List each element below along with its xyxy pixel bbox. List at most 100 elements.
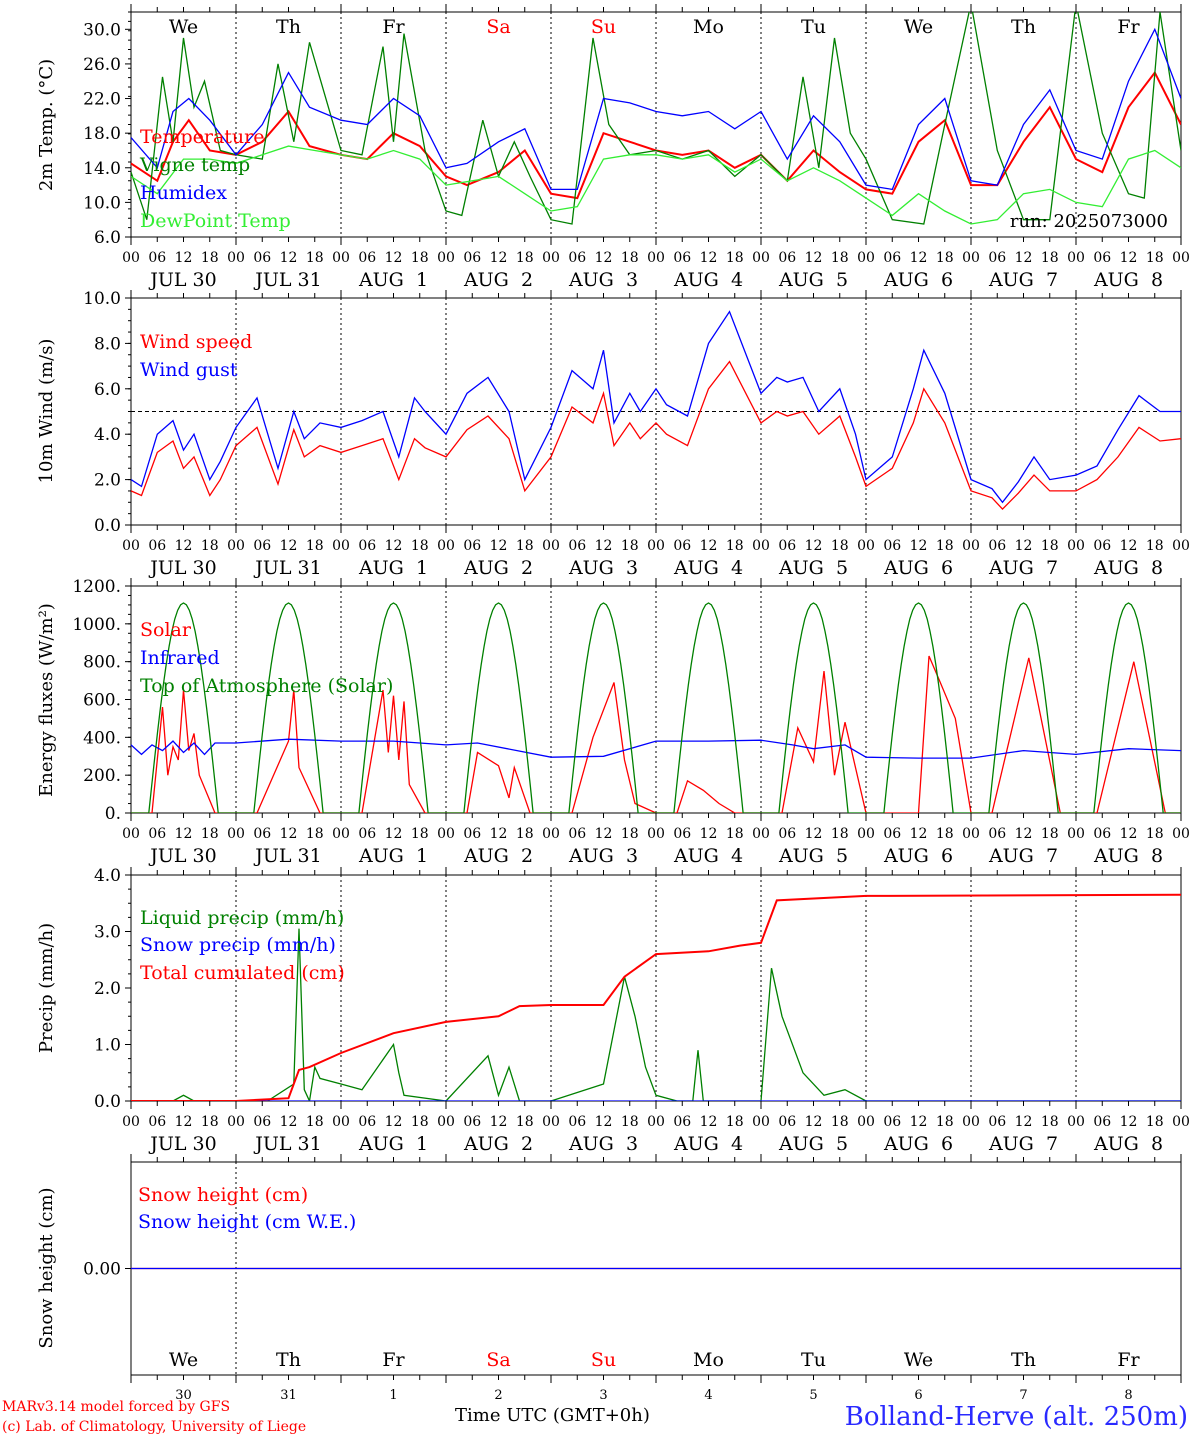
hour-tick-label: 12 [385, 826, 403, 842]
hour-tick-label: 18 [1041, 826, 1059, 842]
hour-tick-label: 18 [1041, 538, 1059, 554]
legend-entry: Wind gust [140, 359, 238, 381]
hour-tick-label: 00 [962, 826, 980, 842]
y-tick-label: 4.0 [94, 866, 121, 886]
date-label: AUG 7 [988, 845, 1058, 867]
hour-tick-label: 18 [621, 826, 639, 842]
date-label: JUL 30 [148, 269, 216, 291]
hour-tick-label: 12 [280, 250, 298, 266]
hour-tick-label: 18 [621, 1114, 639, 1130]
hour-tick-label: 00 [1067, 250, 1085, 266]
date-label: AUG 5 [778, 557, 848, 579]
hour-tick-label: 18 [1146, 1114, 1164, 1130]
y-tick-label: 0. [105, 804, 121, 824]
y-tick-label: 0.0 [94, 516, 121, 536]
hour-tick-label: 18 [306, 1114, 324, 1130]
hour-tick-label: 06 [883, 250, 901, 266]
date-label: JUL 30 [148, 845, 216, 867]
hour-tick-label: 12 [595, 250, 613, 266]
hour-tick-label: 06 [883, 826, 901, 842]
hour-tick-label: 00 [122, 1114, 140, 1130]
legend-entry: Vigne temp [139, 154, 250, 176]
hour-tick-label: 06 [253, 538, 271, 554]
hour-tick-label: 00 [227, 538, 245, 554]
legend-entry: Infrared [140, 647, 220, 669]
hour-tick-label: 00 [437, 538, 455, 554]
weekday-label-bottom: We [904, 1349, 933, 1371]
date-label: AUG 1 [358, 269, 428, 291]
weekday-label-top: Th [276, 16, 301, 38]
hour-tick-label: 18 [306, 250, 324, 266]
y-axis-title: 10m Wind (m/s) [36, 339, 57, 484]
hour-tick-label: 06 [463, 250, 481, 266]
y-tick-label: 18.0 [83, 124, 121, 144]
hour-tick-label: 18 [411, 538, 429, 554]
hour-tick-label: 18 [831, 826, 849, 842]
hour-tick-label: 06 [568, 1114, 586, 1130]
hour-tick-label: 12 [280, 538, 298, 554]
weekday-label-bottom: We [169, 1349, 198, 1371]
hour-tick-label: 00 [122, 826, 140, 842]
hour-tick-label: 00 [752, 250, 770, 266]
hour-tick-label: 00 [647, 250, 665, 266]
weekday-label-bottom: Su [591, 1349, 616, 1371]
date-label: JUL 30 [148, 1133, 216, 1155]
hour-tick-label: 12 [700, 826, 718, 842]
y-tick-label: 6.0 [94, 380, 121, 400]
series-line-vigne-temp [131, 12, 1181, 225]
hour-tick-label: 18 [201, 826, 219, 842]
series-line-solar [131, 655, 1181, 813]
weekday-label-top: Su [591, 16, 616, 38]
y-tick-label: 4.0 [94, 425, 121, 445]
panel-4 [125, 867, 1182, 1109]
legend-entry: Liquid precip (mm/h) [140, 907, 344, 929]
hour-tick-label: 12 [175, 826, 193, 842]
hour-tick-label: 00 [122, 538, 140, 554]
date-label: AUG 2 [463, 557, 533, 579]
series-line-liquid-precip-mm-h- [131, 928, 1181, 1101]
hour-tick-label: 18 [201, 250, 219, 266]
day-number-label: 7 [1019, 1388, 1027, 1403]
hour-tick-label: 06 [568, 250, 586, 266]
hour-tick-label: 18 [201, 538, 219, 554]
hour-tick-label: 12 [805, 1114, 823, 1130]
hour-tick-label: 12 [490, 538, 508, 554]
hour-tick-label: 12 [175, 1114, 193, 1130]
y-tick-label: 200. [83, 766, 121, 786]
y-axis-title: 2m Temp. (°C) [36, 59, 57, 191]
hour-tick-label: 00 [542, 250, 560, 266]
plot-frame [130, 585, 1182, 814]
hour-tick-label: 00 [647, 538, 665, 554]
hour-tick-label: 06 [673, 826, 691, 842]
hour-tick-label: 00 [647, 1114, 665, 1130]
y-axis-title: Precip (mm/h) [36, 923, 57, 1053]
hour-tick-label: 00 [1067, 826, 1085, 842]
weekday-label-bottom: Tu [801, 1349, 826, 1371]
hour-tick-label: 18 [1146, 826, 1164, 842]
hour-tick-label: 06 [463, 538, 481, 554]
hour-tick-label: 06 [463, 826, 481, 842]
station-title: Bolland-Herve (alt. 250m) [844, 1402, 1188, 1432]
hour-tick-label: 06 [568, 538, 586, 554]
date-label: AUG 1 [358, 1133, 428, 1155]
hour-tick-label: 06 [673, 1114, 691, 1130]
weekday-label-top: Fr [382, 16, 405, 38]
hour-tick-label: 00 [752, 1114, 770, 1130]
hour-tick-label: 00 [857, 1114, 875, 1130]
hour-tick-label: 06 [358, 250, 376, 266]
hour-tick-label: 18 [306, 538, 324, 554]
hour-tick-label: 00 [332, 826, 350, 842]
legend-entry: DewPoint Temp [140, 210, 291, 232]
y-tick-label: 14.0 [83, 159, 121, 179]
hour-tick-label: 00 [332, 1114, 350, 1130]
hour-tick-label: 12 [175, 250, 193, 266]
date-label: AUG 2 [463, 845, 533, 867]
series-line-top-of-atmosphere-solar- [131, 602, 1181, 813]
hour-tick-label: 06 [358, 1114, 376, 1130]
hour-tick-label: 18 [936, 826, 954, 842]
day-number-label: 30 [175, 1388, 192, 1403]
date-label: AUG 8 [1093, 557, 1163, 579]
date-label: AUG 5 [778, 845, 848, 867]
hour-tick-label: 00 [857, 250, 875, 266]
date-label: AUG 3 [568, 845, 638, 867]
